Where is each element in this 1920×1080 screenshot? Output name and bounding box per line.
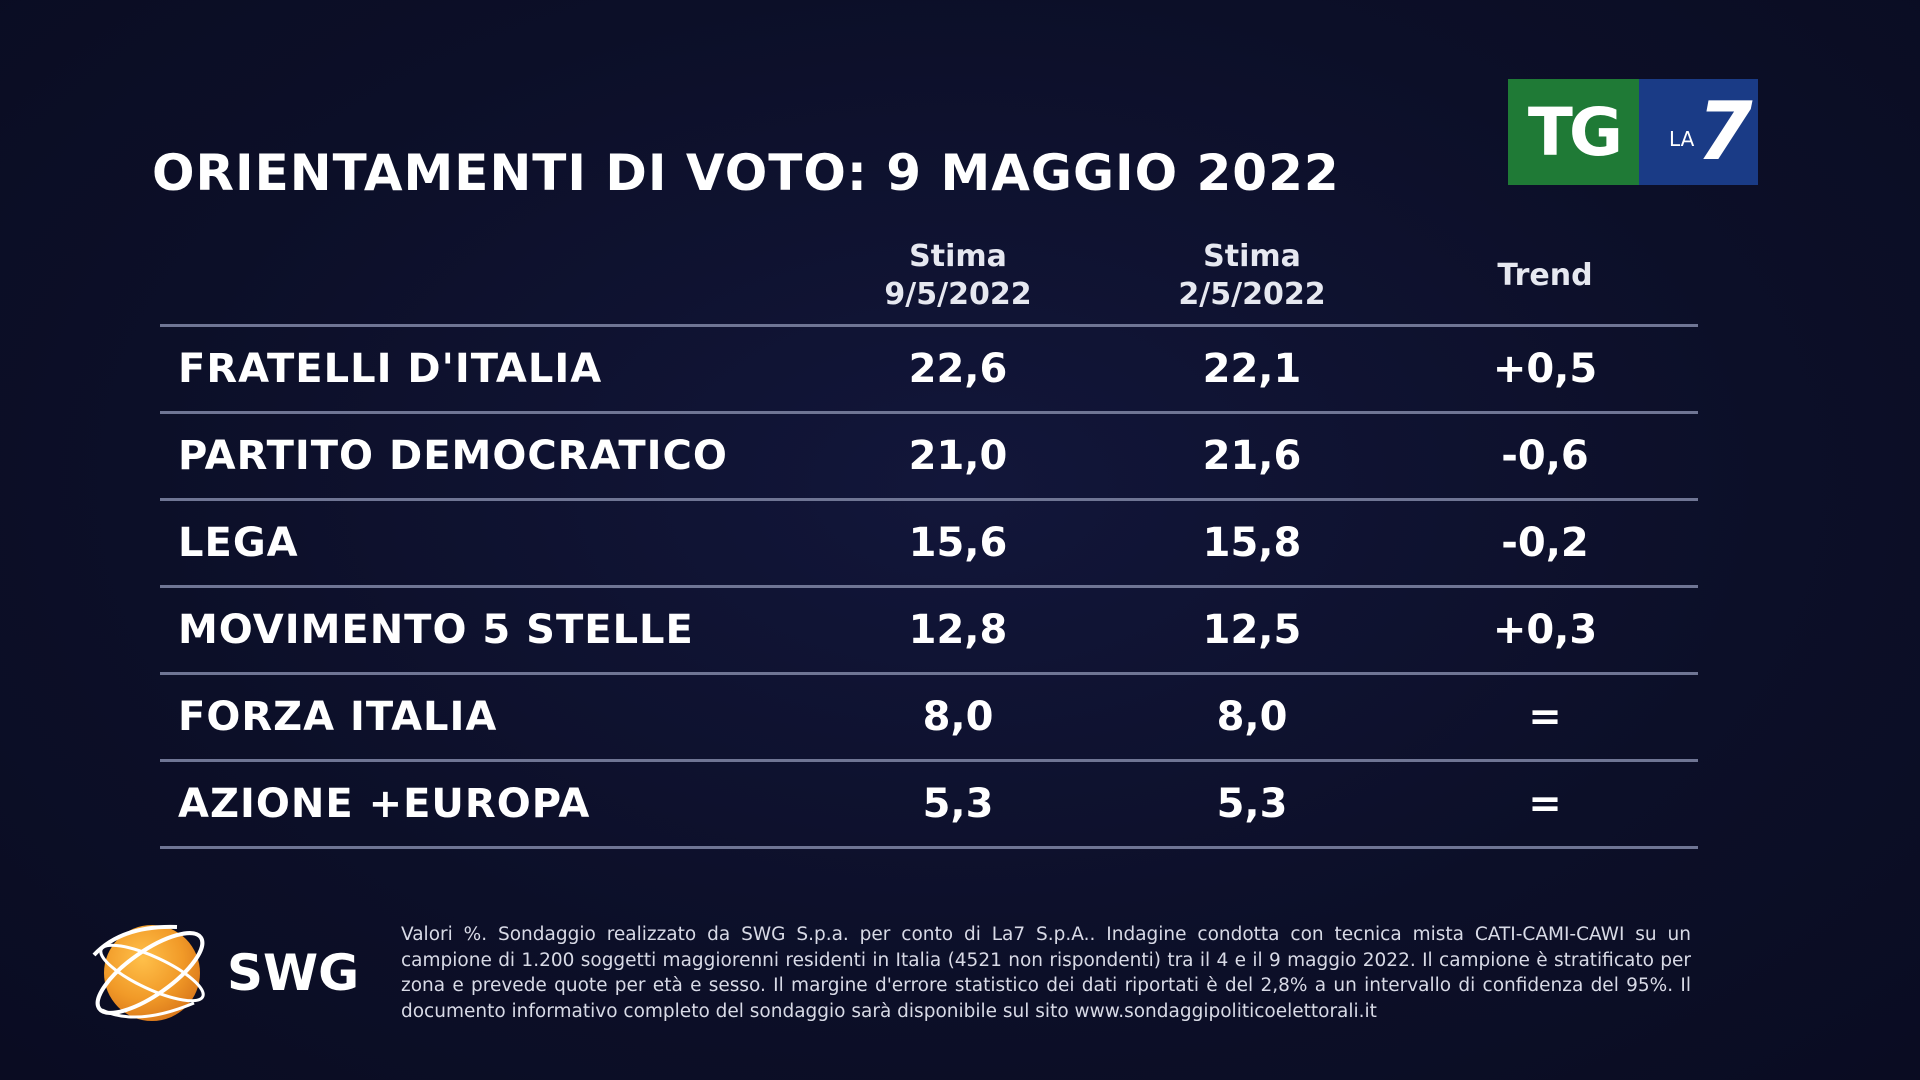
party-name: FRATELLI D'ITALIA — [178, 346, 603, 392]
swg-logo: SWG — [82, 915, 372, 1030]
current-value: 5,3 — [922, 781, 994, 827]
party-name: AZIONE +EUROPA — [178, 781, 591, 827]
trend-value: +0,3 — [1492, 607, 1598, 653]
party-name: FORZA ITALIA — [178, 694, 498, 740]
previous-value: 21,6 — [1202, 433, 1302, 479]
table-row: AZIONE +EUROPA 5,3 5,3 = — [160, 762, 1698, 849]
current-value: 15,6 — [908, 520, 1008, 566]
trend-value: -0,6 — [1501, 433, 1589, 479]
previous-value: 5,3 — [1216, 781, 1288, 827]
party-name: LEGA — [178, 520, 299, 566]
table-row: FORZA ITALIA 8,0 8,0 = — [160, 675, 1698, 762]
la7-logo-seven: 7 — [1697, 85, 1753, 178]
tg-la7-logo: TG LA 7 — [1508, 79, 1758, 185]
previous-value: 8,0 — [1216, 694, 1288, 740]
poll-table: Stima 9/5/2022 Stima 2/5/2022 Trend FRAT… — [160, 230, 1698, 849]
party-name: MOVIMENTO 5 STELLE — [178, 607, 694, 653]
previous-value: 12,5 — [1202, 607, 1302, 653]
table-row: PARTITO DEMOCRATICO 21,0 21,6 -0,6 — [160, 414, 1698, 501]
page-title: ORIENTAMENTI DI VOTO: 9 MAGGIO 2022 — [152, 144, 1340, 202]
header-current-line2: 9/5/2022 — [884, 277, 1032, 312]
trend-value: = — [1528, 781, 1562, 827]
table-row: MOVIMENTO 5 STELLE 12,8 12,5 +0,3 — [160, 588, 1698, 675]
party-name: PARTITO DEMOCRATICO — [178, 433, 728, 479]
swg-logo-text: SWG — [227, 944, 360, 1002]
header-previous-estimate: Stima 2/5/2022 — [1122, 238, 1382, 314]
table-row: FRATELLI D'ITALIA 22,6 22,1 +0,5 — [160, 327, 1698, 414]
current-value: 22,6 — [908, 346, 1008, 392]
current-value: 21,0 — [908, 433, 1008, 479]
la7-logo-block: LA 7 — [1639, 79, 1758, 185]
current-value: 8,0 — [922, 694, 994, 740]
previous-value: 15,8 — [1202, 520, 1302, 566]
tg-logo-block: TG — [1508, 79, 1639, 185]
methodology-footnote: Valori %. Sondaggio realizzato da SWG S.… — [401, 924, 1691, 1022]
swg-globe-icon — [92, 924, 205, 1021]
header-previous-line1: Stima — [1203, 239, 1301, 274]
header-previous-line2: 2/5/2022 — [1178, 277, 1326, 312]
header-rule — [160, 324, 1698, 327]
current-value: 12,8 — [908, 607, 1008, 653]
header-current-line1: Stima — [909, 239, 1007, 274]
header-trend: Trend — [1497, 258, 1593, 293]
table-row: LEGA 15,6 15,8 -0,2 — [160, 501, 1698, 588]
table-header: Stima 9/5/2022 Stima 2/5/2022 Trend — [160, 230, 1698, 324]
trend-value: = — [1528, 694, 1562, 740]
la7-logo-la: LA — [1669, 127, 1695, 151]
trend-value: +0,5 — [1492, 346, 1598, 392]
trend-value: -0,2 — [1501, 520, 1589, 566]
header-current-estimate: Stima 9/5/2022 — [828, 238, 1088, 314]
previous-value: 22,1 — [1202, 346, 1302, 392]
